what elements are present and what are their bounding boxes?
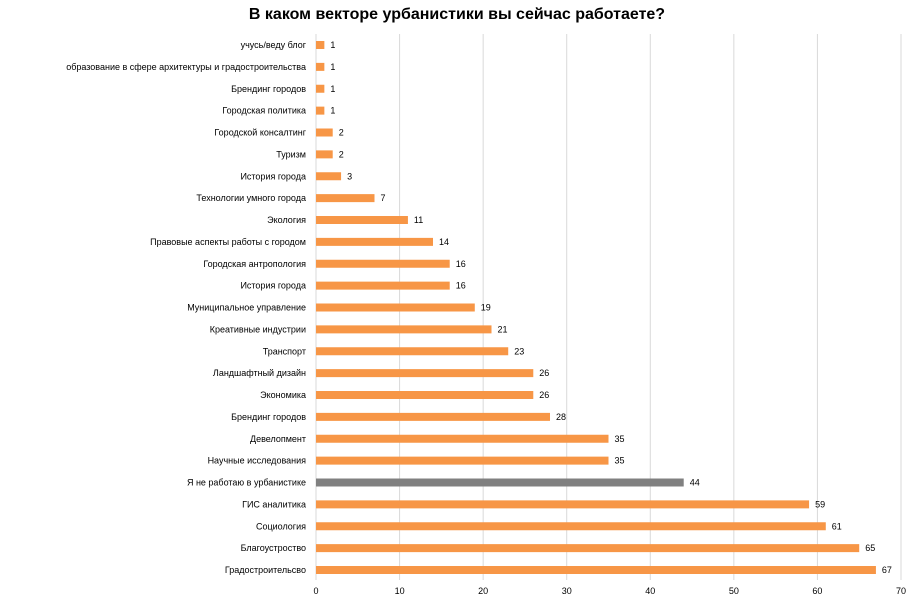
bar: [316, 281, 450, 290]
data-label: 65: [865, 543, 875, 553]
category-label: Креативные индустрии: [210, 324, 306, 334]
x-tick-label: 60: [812, 586, 822, 596]
bar: [316, 84, 325, 93]
category-label: Ландшафтный дизайн: [213, 368, 306, 378]
bar: [316, 172, 342, 181]
data-label: 1: [330, 40, 335, 50]
category-label: Туризм: [276, 149, 306, 159]
bar: [316, 325, 492, 334]
x-tick-label: 70: [896, 586, 906, 596]
bar: [316, 478, 684, 487]
category-labels: учусь/веду блог образование в сфере архит…: [66, 40, 307, 575]
bar: [316, 544, 860, 553]
x-tick-label: 50: [729, 586, 739, 596]
data-label: 61: [832, 521, 842, 531]
data-label: 11: [414, 215, 423, 225]
data-label: 21: [498, 324, 508, 334]
data-label: 67: [882, 565, 892, 575]
category-label: Муниципальное управление: [187, 303, 306, 313]
category-label: Брендинг городов: [231, 412, 306, 422]
x-tick-label: 40: [645, 586, 655, 596]
data-label: 3: [347, 171, 352, 181]
bar: [316, 500, 810, 509]
category-label: учусь/веду блог: [241, 40, 307, 50]
data-label: 59: [815, 499, 825, 509]
bar: [316, 237, 433, 246]
category-label: Экономика: [260, 390, 306, 400]
bar: [316, 106, 325, 115]
data-label: 2: [339, 149, 344, 159]
bar: [316, 150, 333, 159]
data-label: 26: [539, 390, 549, 400]
category-label: Городской консалтинг: [214, 128, 306, 138]
data-label: 26: [539, 368, 549, 378]
bar: [316, 369, 534, 378]
category-label: образование в сфере архитектуры и градос…: [66, 62, 306, 72]
bar: [316, 194, 375, 203]
category-label: ГИС аналитика: [242, 499, 306, 509]
gridlines: [315, 34, 902, 580]
category-label: Городская антропология: [203, 259, 306, 269]
data-label: 1: [330, 84, 335, 94]
x-tick-label: 0: [313, 586, 318, 596]
category-label: История города: [240, 281, 306, 291]
bar: [316, 216, 408, 224]
data-label: 44: [690, 478, 700, 488]
bar: [316, 522, 826, 531]
category-label: Экология: [267, 215, 306, 225]
data-label: 1: [330, 62, 335, 72]
bar: [316, 62, 325, 71]
category-label: Городская политика: [222, 106, 306, 116]
data-label: 14: [439, 237, 449, 247]
data-label: 28: [556, 412, 566, 422]
bar: [316, 347, 509, 356]
bar: [316, 391, 534, 399]
category-label: Брендинг городов: [231, 84, 306, 94]
bar: [316, 303, 475, 312]
category-label: Технологии умного города: [196, 193, 306, 203]
category-label: Я не работаю в урбанистике: [187, 478, 306, 488]
bar: [316, 412, 550, 421]
category-label: Девелопмент: [250, 434, 306, 444]
category-label: Социология: [256, 521, 306, 531]
data-label: 1: [330, 106, 335, 116]
bar: [316, 41, 325, 49]
data-label: 16: [456, 259, 466, 269]
category-label: Благоустроство: [241, 543, 306, 553]
x-tick-label: 30: [562, 586, 572, 596]
category-label: Градостроительсво: [225, 565, 306, 575]
data-label: 7: [381, 193, 386, 203]
data-label: 19: [481, 303, 491, 313]
data-label: 35: [615, 434, 625, 444]
data-label: 23: [514, 346, 524, 356]
bars: [316, 41, 876, 574]
bar: [316, 434, 609, 443]
bar: [316, 128, 333, 137]
chart-title: В каком векторе урбанистики вы сейчас ра…: [249, 6, 665, 23]
category-label: Научные исследования: [208, 456, 307, 466]
category-label: Транспорт: [263, 346, 306, 356]
bar: [316, 259, 450, 268]
x-tick-label: 20: [478, 586, 488, 596]
x-axis-ticks: 0 10 20 30 40 50 60 70: [313, 586, 906, 596]
category-label: История города: [240, 171, 306, 181]
data-label: 35: [615, 456, 625, 466]
x-tick-label: 10: [395, 586, 405, 596]
category-label: Правовые аспекты работы с городом: [150, 237, 306, 247]
value-labels: 1111223711141616192123262628353544596165…: [330, 40, 892, 575]
bar: [316, 566, 876, 574]
data-label: 2: [339, 128, 344, 138]
bar: [316, 456, 609, 465]
data-label: 16: [456, 281, 466, 291]
